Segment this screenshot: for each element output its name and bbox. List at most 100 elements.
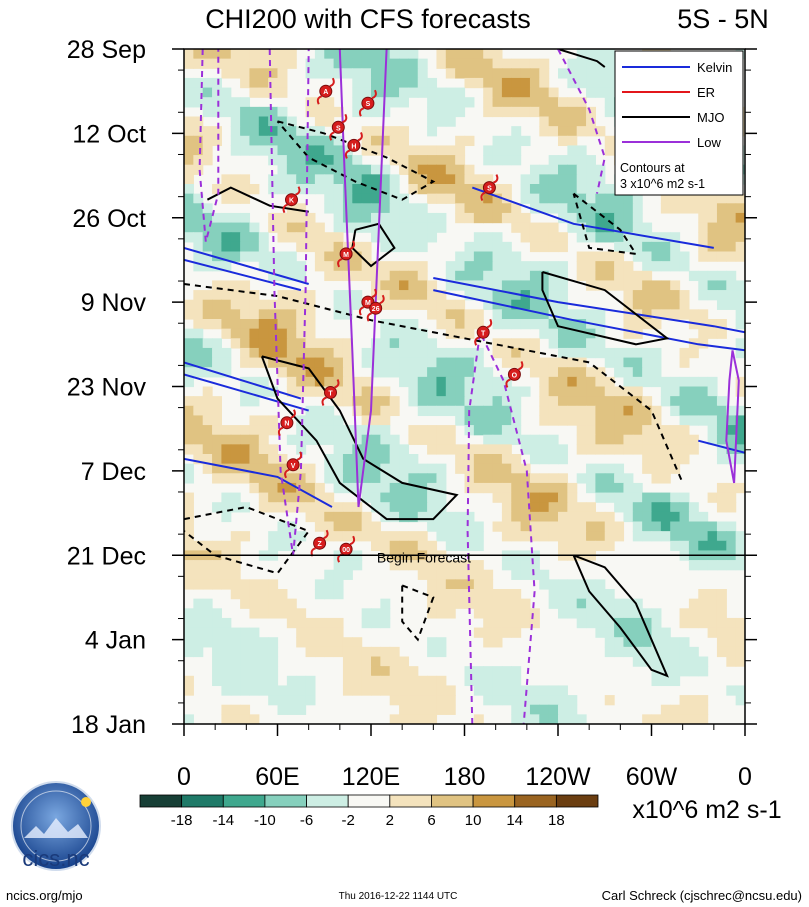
storm-letter: H (351, 143, 356, 150)
storm-symbol: S (480, 174, 499, 202)
storm-letter: N (284, 421, 289, 428)
storm-symbol: 00 (337, 535, 356, 563)
colorbar-swatch (472, 794, 516, 808)
forecast-label: Begin Forecast (377, 549, 471, 565)
mjo-contour (572, 554, 669, 678)
kelvin-contour (184, 373, 309, 412)
colorbar-level: -10 (254, 812, 276, 829)
storm-symbol: 26 (366, 294, 385, 322)
mjo-contour (557, 49, 606, 68)
storm-letter: S (487, 186, 492, 193)
footer-center: Thu 2016-12-22 1144 UTC (339, 891, 458, 902)
storm-letter: S (366, 101, 371, 108)
colorbar-swatch (264, 794, 307, 808)
storm-symbol: A (316, 77, 335, 105)
y-tick-label: 12 Oct (72, 120, 146, 148)
low-contour (725, 350, 740, 484)
storm-letter: S (336, 125, 341, 132)
kelvin-contour (471, 186, 714, 249)
colorbar-level: 14 (506, 812, 523, 829)
low-dashed-contour (198, 49, 220, 243)
storm-letter: T (481, 330, 486, 337)
storm-letter: A (323, 89, 328, 96)
legend-label: Kelvin (697, 60, 732, 75)
cics-logo: cics.nc (11, 781, 101, 871)
y-tick-label: 18 Jan (71, 711, 146, 739)
legend-label: MJO (697, 110, 724, 125)
legend-label: ER (697, 85, 715, 100)
colorbar-units: x10^6 m2 s-1 (632, 796, 781, 824)
storm-symbol: N (277, 409, 296, 437)
storm-letter: M (343, 252, 349, 259)
storm-letter: O (512, 372, 518, 379)
colorbar-swatch (514, 794, 557, 808)
storm-symbol: T (474, 318, 493, 346)
mjo-contour (260, 355, 459, 521)
kelvin-contour (184, 246, 309, 285)
footer-left: ncics.org/mjo (6, 888, 83, 903)
storm-symbol: T (321, 379, 340, 406)
storm-symbol: S (358, 89, 377, 117)
colorbar-level: 10 (465, 812, 482, 829)
region-label: 5S - 5N (677, 4, 769, 34)
x-tick-label: 120E (342, 763, 400, 791)
x-tick-label: 60W (626, 763, 678, 791)
legend: Kelvin ER MJO Low Contours at 3 x10^6 m2 s-… (614, 50, 744, 196)
kelvin-contour (184, 361, 302, 400)
x-axis: 0 60E 120E 180 120W 60W 0 (177, 724, 752, 791)
colorbar-level: 18 (548, 812, 565, 829)
storm-letter: M (365, 300, 371, 307)
colorbar-level: -2 (342, 812, 355, 829)
kelvin-contour (698, 439, 745, 454)
y-tick-label: 4 Jan (85, 627, 146, 655)
y-tick-label: 23 Nov (67, 374, 147, 402)
kelvin-contour (433, 289, 745, 352)
storm-symbol: M (337, 240, 356, 268)
y-tick-label: 26 Oct (72, 205, 146, 233)
low-dashed-contour (466, 328, 536, 724)
mjo-dashed-contour (184, 283, 684, 484)
colorbar-level: -18 (171, 812, 193, 829)
low-dashed-contour (557, 49, 606, 194)
x-tick-label: 0 (177, 763, 191, 791)
colorbar-swatch (431, 794, 474, 808)
legend-note-line1: Contours at (620, 161, 685, 175)
kelvin-contour (184, 258, 302, 292)
y-tick-label: 21 Dec (67, 542, 146, 570)
kelvin-contour (184, 457, 333, 508)
legend-label: Low (697, 135, 721, 150)
y-tick-label: 9 Nov (81, 289, 147, 317)
storm-letter: K (289, 198, 294, 205)
colorbar: -18 -14 -10 -6 -2 2 6 10 14 18 (139, 794, 599, 829)
y-tick-label: 28 Sep (67, 36, 146, 64)
storm-letter: 26 (372, 306, 380, 313)
colorbar-level: 2 (386, 812, 394, 829)
colorbar-swatch (347, 794, 391, 808)
colorbar-level: -14 (212, 812, 234, 829)
x-tick-label: 120W (525, 763, 591, 791)
mjo-contour (215, 723, 218, 724)
storm-letter: V (291, 463, 296, 470)
chart-title: CHI200 with CFS forecasts (205, 4, 531, 34)
x-tick-label: 0 (738, 763, 752, 791)
storm-letter: 00 (342, 547, 350, 554)
y-axis: 28 Sep 12 Oct 26 Oct 9 Nov 23 Nov 7 Dec 21 Dec… (67, 36, 757, 739)
colorbar-swatch (555, 794, 599, 808)
colorbar-swatch (222, 794, 266, 808)
storm-symbol: K (282, 186, 301, 214)
legend-note-line2: 3 x10^6 m2 s-1 (620, 177, 705, 191)
mjo-contour (541, 271, 670, 346)
storm-symbol: V (284, 451, 303, 479)
storm-symbol: S (329, 113, 348, 141)
colorbar-swatch (181, 794, 224, 808)
x-tick-label: 60E (255, 763, 299, 791)
x-tick-label: 180 (444, 763, 486, 791)
footer-right: Carl Schreck (cjschrec@ncsu.edu) (602, 888, 802, 903)
low-contour (338, 49, 388, 508)
storm-symbol: Z (310, 529, 329, 557)
logo-label: cics.nc (22, 846, 89, 871)
mjo-dashed-contour (276, 120, 436, 201)
y-tick-label: 7 Dec (81, 458, 146, 486)
